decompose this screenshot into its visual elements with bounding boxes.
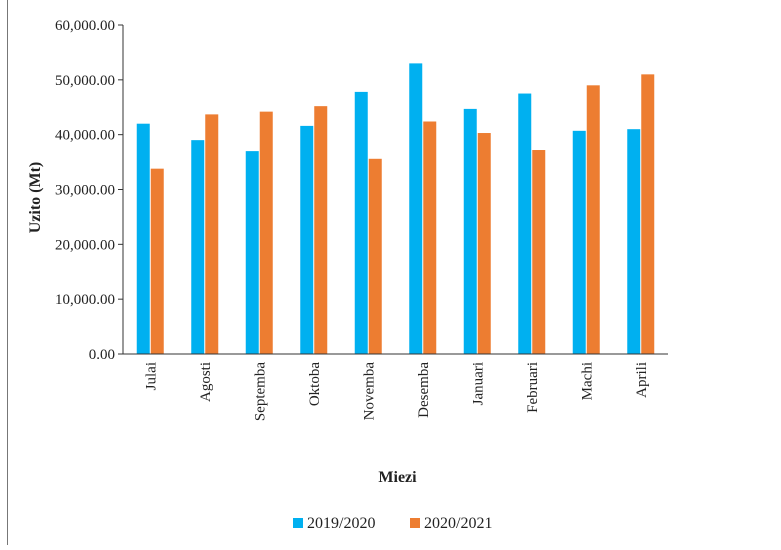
x-tick-label: Oktoba <box>307 362 323 407</box>
x-axis-title: Miezi <box>378 469 417 486</box>
legend-swatch <box>293 518 303 528</box>
bar-2019-2020-oktoba <box>300 125 314 354</box>
legend-label: 2020/2021 <box>424 515 492 532</box>
y-tick-label: 40,000.00 <box>55 128 115 144</box>
bar-2019-2020-novemba <box>354 91 368 354</box>
bar-2019-2020-julai <box>136 123 150 354</box>
bar-2020-2021-januari <box>477 133 491 354</box>
y-axis-title: Uzito (Mt) <box>27 162 44 234</box>
x-tick-label: Septemba <box>252 362 268 421</box>
bar-2019-2020-septemba <box>245 151 259 354</box>
bar-2020-2021-aprili <box>641 74 655 354</box>
y-tick-label: 20,000.00 <box>55 237 115 253</box>
legend-swatch <box>410 518 420 528</box>
bar-2020-2021-agosti <box>205 114 219 355</box>
page-border-line <box>7 0 8 545</box>
bar-2019-2020-machi <box>572 130 586 354</box>
x-tick-label: Agosti <box>198 362 214 402</box>
bar-2019-2020-februari <box>518 93 532 355</box>
bar-2019-2020-aprili <box>627 129 641 354</box>
x-tick-label: Februari <box>525 362 541 413</box>
bar-2020-2021-septemba <box>259 111 273 355</box>
y-tick-label: 10,000.00 <box>55 292 115 308</box>
x-tick-label: Novemba <box>361 362 377 421</box>
x-tick-label: Desemba <box>416 362 432 418</box>
y-tick-label: 50,000.00 <box>55 73 115 89</box>
bar-2019-2020-desemba <box>409 63 423 355</box>
bar-2020-2021-oktoba <box>314 106 328 354</box>
y-tick-label: 60,000.00 <box>55 18 115 34</box>
x-tick-label: Aprili <box>634 362 650 398</box>
x-tick-label: Januari <box>470 362 486 405</box>
x-tick-label: Julai <box>143 362 159 390</box>
y-tick-label: 0.00 <box>89 347 115 363</box>
bar-2020-2021-julai <box>150 168 164 354</box>
bar-2020-2021-desemba <box>423 121 437 354</box>
bar-2020-2021-machi <box>586 85 600 355</box>
y-tick-label: 30,000.00 <box>55 183 115 199</box>
bar-2019-2020-januari <box>463 108 477 355</box>
bars-layer <box>136 63 655 355</box>
bar-2020-2021-februari <box>532 150 546 354</box>
x-tick-label: Machi <box>579 362 595 400</box>
legend: 2019/2020 2020/2021 <box>293 515 492 532</box>
bar-2019-2020-agosti <box>191 140 205 354</box>
legend-label: 2019/2020 <box>307 515 375 532</box>
y-axis-ticks: 0.00 10,000.00 20,000.00 30,000.00 40,000.00… <box>55 18 123 363</box>
category-labels: Julai Agosti Septemba Oktoba Novemba Desemba J… <box>143 362 650 421</box>
bar-2020-2021-novemba <box>368 158 382 354</box>
